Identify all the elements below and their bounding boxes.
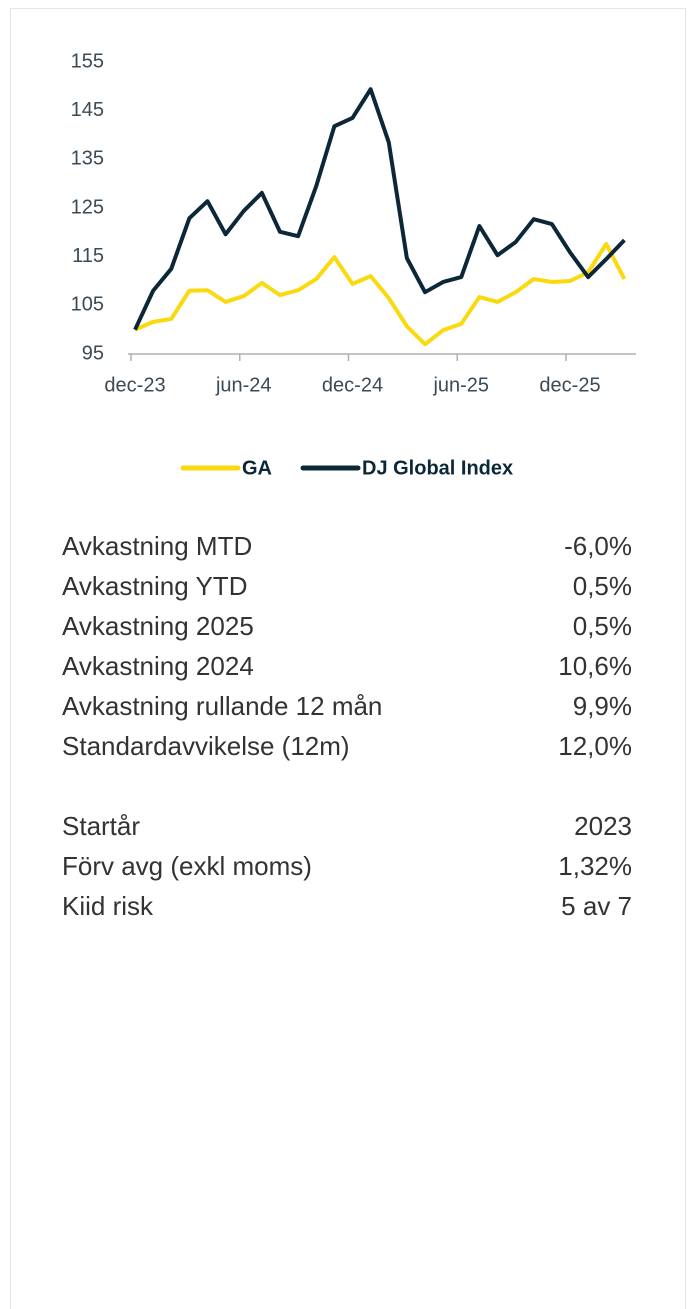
stat-label: Avkastning 2024	[62, 651, 254, 681]
x-tick-label: dec-25	[539, 374, 600, 396]
x-tick-label: jun-25	[432, 374, 489, 396]
legend-label: GA	[242, 457, 272, 479]
x-tick-label: dec-24	[322, 374, 383, 396]
y-tick-label: 155	[71, 50, 104, 72]
x-tick-label: dec-23	[104, 374, 165, 396]
card	[10, 8, 686, 1309]
y-tick-label: 95	[82, 342, 104, 364]
stat-value: -6,0%	[564, 531, 632, 561]
y-tick-label: 145	[71, 99, 104, 121]
chart: 95 105 115 125 135 145 155 dec-23 jun-24 dec-24 ju…	[71, 50, 636, 479]
stat-row: Kiid risk 5 av 7	[62, 886, 632, 926]
stat-label: Avkastning rullande 12 mån	[62, 691, 383, 721]
stat-label: Avkastning MTD	[62, 531, 253, 561]
stat-value: 0,5%	[572, 611, 632, 641]
stat-row: Avkastning rullande 12 mån 9,9%	[62, 686, 632, 726]
stat-row: Förv avg (exkl moms) 1,32%	[62, 846, 632, 886]
stat-row: Avkastning YTD 0,5%	[62, 566, 632, 606]
stat-label: Kiid risk	[62, 891, 154, 921]
y-tick-label: 135	[71, 148, 104, 170]
stat-row: Avkastning MTD -6,0%	[62, 526, 632, 566]
stat-value: 10,6%	[558, 651, 632, 681]
stat-label: Avkastning YTD	[62, 571, 248, 601]
y-tick-label: 115	[72, 245, 104, 267]
stat-label: Avkastning 2025	[62, 611, 254, 641]
stat-row: Startår 2023	[62, 806, 632, 846]
stat-value: 12,0%	[558, 731, 632, 761]
stat-row: Standardavvikelse (12m) 12,0%	[62, 726, 632, 766]
returns-table: Avkastning MTD -6,0% Avkastning YTD 0,5% Avk…	[62, 526, 632, 766]
stat-value: 9,9%	[572, 691, 632, 721]
stat-value: 1,32%	[558, 851, 632, 881]
series-line	[134, 242, 627, 347]
stat-row: Avkastning 2024 10,6%	[62, 646, 632, 686]
stat-value: 0,5%	[572, 571, 632, 601]
legend-label: DJ Global Index	[362, 457, 513, 479]
stat-label: Standardavvikelse (12m)	[62, 731, 350, 761]
stat-value: 2023	[574, 811, 632, 841]
y-tick-label: 105	[71, 294, 104, 316]
series-line	[133, 87, 626, 331]
facts-table: Startår 2023 Förv avg (exkl moms) 1,32% Kiid…	[62, 806, 632, 926]
stat-value: 5 av 7	[561, 891, 632, 921]
stat-row: Avkastning 2025 0,5%	[62, 606, 632, 646]
stat-label: Förv avg (exkl moms)	[62, 851, 312, 881]
stat-label: Startår	[62, 811, 141, 841]
y-tick-label: 125	[71, 196, 104, 218]
x-tick-label: jun-24	[215, 374, 272, 396]
